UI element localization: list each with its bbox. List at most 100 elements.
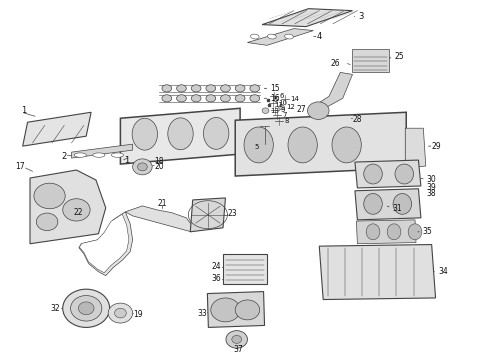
Text: 26: 26 — [330, 59, 340, 68]
Text: 9: 9 — [280, 107, 285, 113]
Text: 31: 31 — [392, 204, 402, 213]
Polygon shape — [72, 144, 133, 158]
Polygon shape — [355, 189, 421, 220]
Circle shape — [71, 296, 102, 321]
Text: 25: 25 — [394, 52, 404, 61]
Ellipse shape — [191, 85, 201, 92]
Text: 38: 38 — [427, 189, 437, 198]
Polygon shape — [207, 292, 265, 328]
Ellipse shape — [176, 85, 186, 92]
Text: 22: 22 — [74, 208, 83, 217]
Ellipse shape — [162, 85, 172, 92]
Ellipse shape — [395, 164, 414, 184]
Text: 23: 23 — [228, 210, 238, 219]
Circle shape — [232, 336, 242, 343]
Circle shape — [63, 199, 90, 221]
Ellipse shape — [387, 224, 401, 240]
Ellipse shape — [220, 85, 230, 92]
Text: 33: 33 — [197, 309, 207, 318]
Circle shape — [63, 289, 110, 328]
Ellipse shape — [235, 95, 245, 102]
Text: 3: 3 — [358, 12, 364, 21]
Polygon shape — [23, 112, 91, 146]
Ellipse shape — [191, 95, 201, 102]
Circle shape — [34, 183, 65, 209]
Polygon shape — [355, 160, 421, 188]
Ellipse shape — [235, 85, 245, 92]
Polygon shape — [79, 214, 129, 273]
Text: 14: 14 — [290, 96, 299, 102]
Text: 39: 39 — [427, 184, 437, 193]
Text: 36: 36 — [212, 274, 221, 283]
Ellipse shape — [176, 95, 186, 102]
Text: 18: 18 — [154, 157, 164, 166]
Polygon shape — [319, 244, 436, 300]
Ellipse shape — [250, 95, 260, 102]
Polygon shape — [262, 9, 352, 27]
Ellipse shape — [366, 224, 380, 240]
Ellipse shape — [393, 194, 412, 214]
Polygon shape — [405, 128, 426, 168]
Text: 32: 32 — [50, 304, 60, 313]
Text: 29: 29 — [432, 141, 441, 150]
Text: 19: 19 — [134, 310, 143, 319]
Circle shape — [308, 102, 329, 120]
Circle shape — [211, 298, 240, 322]
Polygon shape — [121, 108, 240, 164]
Text: 10: 10 — [278, 100, 287, 107]
Text: 13: 13 — [270, 108, 279, 114]
Bar — [223, 254, 267, 284]
Text: 1: 1 — [22, 106, 27, 115]
Text: 21: 21 — [157, 199, 167, 208]
Text: 27: 27 — [297, 104, 307, 113]
Ellipse shape — [244, 127, 273, 163]
Polygon shape — [247, 28, 314, 45]
Ellipse shape — [220, 95, 230, 102]
Text: 6: 6 — [279, 93, 284, 99]
Circle shape — [226, 330, 247, 348]
Ellipse shape — [162, 95, 172, 102]
Ellipse shape — [364, 194, 382, 214]
Text: 7: 7 — [282, 112, 287, 118]
Text: 5: 5 — [273, 96, 278, 103]
Circle shape — [78, 302, 94, 315]
Text: 17: 17 — [16, 162, 25, 171]
Polygon shape — [190, 198, 225, 232]
Ellipse shape — [288, 127, 318, 163]
Circle shape — [115, 308, 126, 318]
Polygon shape — [235, 112, 406, 176]
Circle shape — [36, 213, 58, 231]
Text: 20: 20 — [154, 162, 164, 171]
Ellipse shape — [206, 85, 216, 92]
Text: 34: 34 — [438, 267, 448, 276]
Ellipse shape — [250, 85, 260, 92]
Polygon shape — [308, 72, 352, 112]
Text: 1: 1 — [124, 156, 129, 165]
Ellipse shape — [285, 34, 294, 39]
Text: 8: 8 — [284, 118, 289, 125]
Text: 5: 5 — [254, 144, 259, 150]
Text: 2: 2 — [61, 152, 67, 161]
Ellipse shape — [408, 224, 422, 240]
Polygon shape — [356, 220, 416, 244]
Circle shape — [138, 163, 147, 171]
Circle shape — [279, 105, 285, 110]
Ellipse shape — [332, 127, 361, 163]
Bar — [352, 49, 389, 72]
Ellipse shape — [206, 95, 216, 102]
Circle shape — [262, 108, 269, 113]
Circle shape — [108, 303, 133, 323]
Text: 24: 24 — [212, 262, 221, 271]
Ellipse shape — [168, 118, 193, 150]
Polygon shape — [125, 206, 194, 232]
Text: 12: 12 — [287, 104, 295, 111]
Ellipse shape — [268, 34, 276, 39]
Ellipse shape — [74, 153, 86, 157]
Text: 16: 16 — [270, 94, 280, 103]
Text: 11: 11 — [274, 103, 283, 108]
Ellipse shape — [250, 34, 259, 39]
Circle shape — [235, 300, 260, 320]
Ellipse shape — [93, 153, 105, 157]
Ellipse shape — [111, 153, 123, 157]
Text: 4: 4 — [317, 32, 322, 41]
